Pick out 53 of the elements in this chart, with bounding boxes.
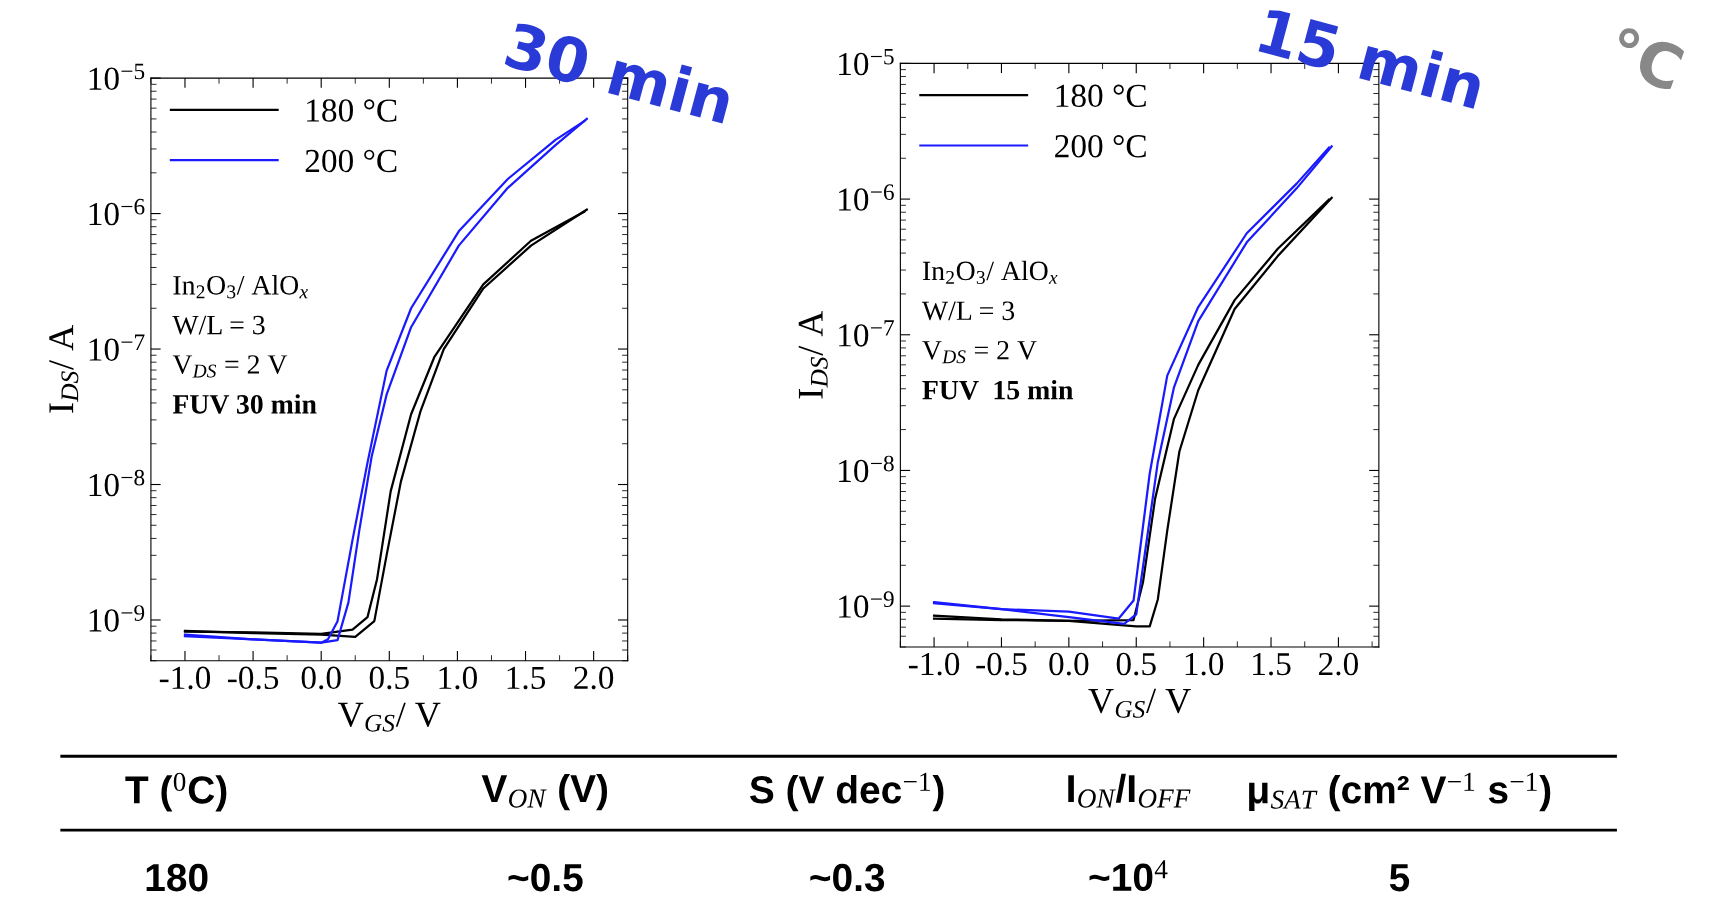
x-axis-title: V$_{GS}$/ V (1088, 688, 1191, 718)
y-tick-label: 10$^{−8}$ (89, 469, 145, 497)
x-tick-label: 1.0 (1185, 652, 1224, 676)
text: V$_{ON}$ (V) (481, 773, 608, 811)
text: S (V dec$^{−1}$) (749, 772, 944, 812)
x-tick-label: -1.0 (908, 652, 960, 676)
y-tick-label: 10$^{−9}$ (89, 605, 145, 632)
text: ~0.5 (508, 863, 583, 892)
text: °C (1607, 25, 1686, 92)
annotation: W/L = 3 (921, 301, 1015, 321)
y-tick-label: 10$^{−5}$ (839, 48, 894, 76)
x-axis-title: V$_{GS}$/ V (338, 702, 441, 732)
annotation: W/L = 3 (172, 315, 265, 335)
x-tick-label: 0.5 (369, 666, 409, 690)
annotation: FUV 15 min (922, 379, 1074, 400)
y-tick-label: 10$^{−8}$ (839, 455, 894, 483)
text: T ($^{0}$C) (125, 772, 227, 812)
x-tick-label: 0.0 (301, 666, 341, 690)
text: 5 (1389, 864, 1410, 892)
annotation: V$_{DS}$ = 2 V (172, 355, 288, 378)
y-axis-title: I$_{DS}$/ A (798, 310, 828, 399)
legend-label: 180 °C (307, 99, 397, 122)
x-tick-label: 2.0 (574, 666, 614, 690)
y-tick-label: 10$^{−6}$ (89, 198, 145, 226)
text: ~0.3 (810, 863, 885, 892)
y-tick-label: 10$^{−6}$ (839, 184, 894, 211)
text: I$_{ON}$/I$_{OFF}$ (1068, 773, 1191, 808)
x-tick-label: 2.0 (1319, 652, 1358, 676)
y-tick-label: 10$^{−9}$ (839, 591, 894, 618)
y-tick-label: 10$^{−7}$ (89, 334, 145, 361)
chart-title: 30 min (504, 20, 735, 125)
chart-title: 15 min (1258, 6, 1486, 110)
x-tick-label: -1.0 (159, 666, 211, 690)
text: ~10$^{4}$ (1089, 860, 1168, 892)
x-tick-label: 0.5 (1116, 652, 1156, 676)
x-tick-label: 1.0 (439, 666, 477, 690)
x-tick-label: -0.5 (227, 666, 279, 690)
y-axis-title: I$_{DS}$/ A (49, 325, 79, 413)
text: 180 (146, 863, 208, 892)
x-tick-label: 0.0 (1049, 652, 1089, 676)
x-tick-label: 1.5 (1253, 652, 1291, 676)
x-tick-label: -0.5 (976, 652, 1027, 676)
x-tick-label: 1.5 (507, 666, 546, 690)
y-tick-label: 10$^{−5}$ (89, 63, 145, 90)
legend-label: 200 °C (305, 149, 397, 173)
annotation: FUV 30 min (172, 394, 317, 414)
y-tick-label: 10$^{−7}$ (839, 320, 894, 347)
legend-label: 200 °C (1055, 135, 1146, 158)
annotation: In$_{2}$O$_{3}$/ AlO$_{x}$ (173, 275, 308, 299)
annotation: V$_{DS}$ = 2 V (922, 340, 1037, 364)
legend-label: 180 °C (1056, 84, 1146, 108)
annotation: In$_{2}$O$_{3}$/ AlO$_{x}$ (922, 260, 1058, 285)
text: μ$_{SAT}$ (cm² V$^{−1}$ s$^{−1}$) (1249, 772, 1551, 812)
